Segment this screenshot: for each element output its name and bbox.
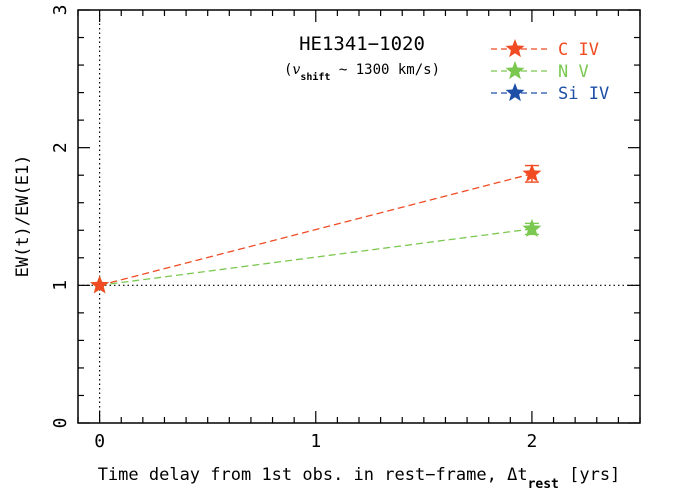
legend-label: C IV bbox=[558, 40, 599, 60]
legend-star bbox=[505, 61, 525, 80]
legend-label: N V bbox=[558, 62, 589, 82]
series-line-1 bbox=[99, 228, 533, 286]
legend-label: Si IV bbox=[558, 84, 609, 104]
y-tick-label: 2 bbox=[50, 142, 71, 153]
legend: C IVN VSi IV bbox=[491, 39, 609, 104]
chart-title: HE1341−1020 bbox=[299, 33, 425, 55]
data-point-star bbox=[90, 275, 110, 294]
subtitle-prefix: ( bbox=[284, 62, 292, 78]
data-point-star bbox=[522, 218, 542, 237]
y-axis-label: EW(t)/EW(E1) bbox=[13, 155, 33, 278]
x-tick-label: 1 bbox=[310, 431, 321, 452]
y-tick-label: 3 bbox=[50, 5, 71, 16]
series-line-0 bbox=[99, 173, 533, 286]
x-axis-label: Time delay from 1st obs. in rest−frame, … bbox=[98, 465, 621, 492]
x-tick-label: 2 bbox=[527, 431, 538, 452]
data-point-star bbox=[522, 163, 542, 182]
chart-subtitle: (vshift ~ 1300 km/s) bbox=[284, 62, 440, 83]
y-tick-label: 1 bbox=[50, 280, 71, 291]
x-axis-label-sub: rest bbox=[528, 477, 559, 492]
x-tick-label: 0 bbox=[94, 431, 105, 452]
x-axis-label-unit: [yrs] bbox=[559, 465, 620, 485]
y-tick-label: 0 bbox=[50, 418, 71, 429]
legend-star bbox=[505, 83, 525, 102]
subtitle-sub: shift bbox=[300, 71, 330, 83]
x-axis-label-main: Time delay from 1st obs. in rest−frame, … bbox=[98, 465, 528, 485]
subtitle-rest: ~ 1300 km/s) bbox=[330, 62, 440, 78]
legend-star bbox=[505, 39, 525, 58]
subtitle-var: v bbox=[292, 62, 300, 78]
